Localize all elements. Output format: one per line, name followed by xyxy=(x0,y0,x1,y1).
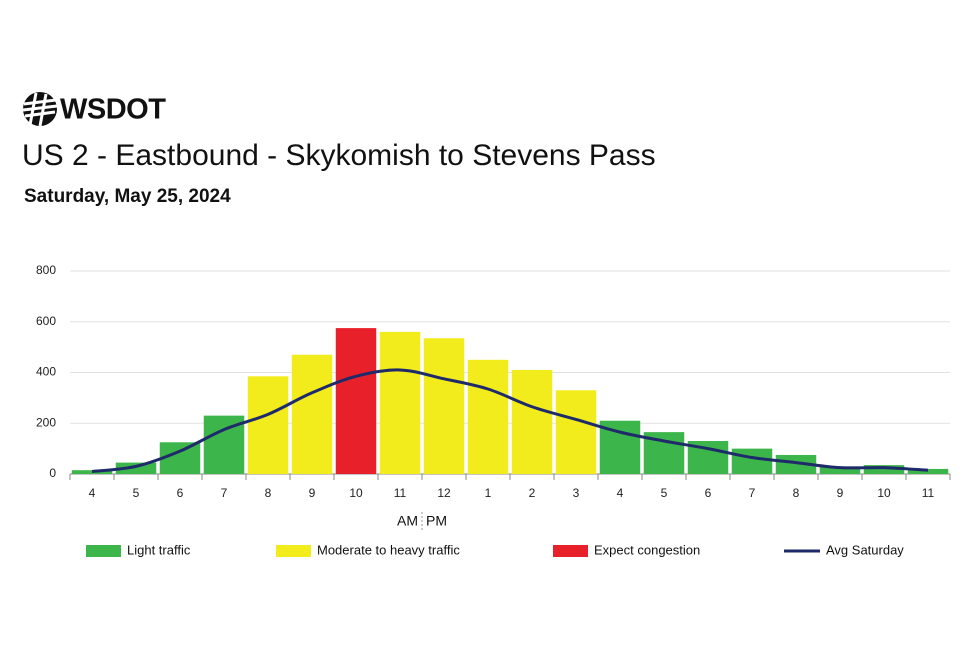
x-tick-label: 5 xyxy=(661,486,668,500)
x-tick-label: 12 xyxy=(437,486,451,500)
bar xyxy=(467,359,509,474)
bar xyxy=(115,462,157,474)
x-tick-label: 7 xyxy=(749,486,756,500)
x-tick-label: 9 xyxy=(309,486,316,500)
x-tick-label: 7 xyxy=(221,486,228,500)
y-tick-label: 200 xyxy=(36,415,56,429)
x-tick-label: 8 xyxy=(793,486,800,500)
x-tick-label: 11 xyxy=(922,486,935,500)
y-tick-label: 800 xyxy=(36,263,56,277)
bar xyxy=(863,465,905,474)
legend-label: Light traffic xyxy=(127,542,191,557)
x-tick-label: 10 xyxy=(877,486,891,500)
legend-swatch xyxy=(86,545,121,557)
bar xyxy=(379,331,421,474)
bar xyxy=(247,376,289,474)
bar xyxy=(423,338,465,474)
legend-label: Avg Saturday xyxy=(826,542,904,557)
y-tick-label: 400 xyxy=(36,365,56,379)
legend-label: Moderate to heavy traffic xyxy=(317,542,460,557)
x-tick-label: 11 xyxy=(394,486,407,500)
bar xyxy=(775,454,817,474)
x-tick-label: 2 xyxy=(529,486,536,500)
legend-label: Expect congestion xyxy=(594,542,700,557)
line xyxy=(91,368,929,473)
x-tick-label: 6 xyxy=(177,486,184,500)
bar xyxy=(335,328,377,474)
logo xyxy=(22,92,58,127)
x-tick-label: 5 xyxy=(133,486,140,500)
x-annotation: AM xyxy=(397,513,418,529)
bar xyxy=(555,390,597,474)
bar xyxy=(731,448,773,474)
x-tick-label: 10 xyxy=(349,486,363,500)
x-tick-label: 6 xyxy=(705,486,712,500)
x-tick-label: 9 xyxy=(837,486,844,500)
bar xyxy=(71,470,113,474)
chart-title: US 2 - Eastbound - Skykomish to Stevens … xyxy=(22,139,656,172)
legend-swatch xyxy=(276,545,311,557)
brand: WSDOT xyxy=(60,94,166,126)
y-tick-label: 0 xyxy=(49,466,56,480)
x-tick-label: 8 xyxy=(265,486,272,500)
x-tick-label: 4 xyxy=(617,486,624,500)
bar xyxy=(511,369,553,474)
bar xyxy=(819,466,861,474)
y-tick-label: 600 xyxy=(36,314,56,328)
legend-swatch xyxy=(553,545,588,557)
bar xyxy=(907,468,949,474)
x-tick-label: 1 xyxy=(485,486,492,500)
x-annotation: PM xyxy=(426,513,447,529)
bar xyxy=(291,354,333,474)
x-tick-label: 4 xyxy=(89,486,96,500)
chart-subtitle: Saturday, May 25, 2024 xyxy=(24,186,231,207)
x-tick-label: 3 xyxy=(573,486,580,500)
